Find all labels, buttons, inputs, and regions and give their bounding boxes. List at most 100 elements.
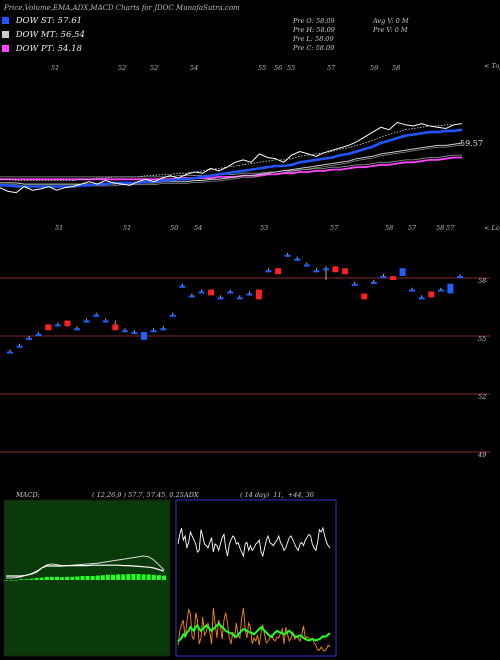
candle-body-4 <box>45 324 52 331</box>
macd-hist-bar-16 <box>85 576 90 580</box>
candle-body-39 <box>380 276 387 279</box>
macd-hist-bar-5 <box>29 578 34 580</box>
macd-hist-bar-25 <box>131 574 136 580</box>
top-label-6: 55 <box>287 64 295 72</box>
chart-title: Price,Volume,EMA,ADX,MACD Charts for JDO… <box>4 4 240 12</box>
candle-body-41 <box>399 268 406 276</box>
candle-body-13 <box>131 332 138 335</box>
macd-panel <box>3 499 171 657</box>
candle-body-15 <box>150 330 157 333</box>
bottom-label-6: 58 <box>385 224 393 232</box>
candle-body-9 <box>93 314 100 317</box>
legend-dow-pt: DOW PT: 54.18 <box>2 44 82 54</box>
macd-hist-bar-23 <box>121 574 126 580</box>
adx-params: ( 14 day) 11, +44, 36 <box>240 491 314 499</box>
candle-body-22 <box>217 297 224 300</box>
top-label-7: 57 <box>327 64 336 72</box>
candle-body-45 <box>437 289 444 292</box>
adx-plus-di-line <box>177 607 331 652</box>
top-label-4: 55 <box>258 64 266 72</box>
macd-hist-bar-29 <box>151 574 156 580</box>
macd-hist-bar-24 <box>126 574 131 580</box>
top-label-2: 52 <box>150 64 158 72</box>
candle-body-47 <box>457 276 463 279</box>
candle-body-25 <box>246 293 253 296</box>
legend-swatch-dow-mt <box>2 31 9 38</box>
bottom-label-9: 57 <box>446 224 455 232</box>
candle-body-31 <box>303 264 310 267</box>
ohlc-open: Pre O: 58.09 <box>293 17 335 25</box>
macd-line <box>6 564 165 577</box>
ema-price-label: 59.57 <box>460 139 483 148</box>
lows-corner-label: < Lows <box>484 224 500 232</box>
candle-body-43 <box>418 297 425 300</box>
macd-hist-bar-12 <box>65 576 70 580</box>
macd-hist-bar-31 <box>162 575 166 580</box>
macd-hist-bar-6 <box>34 578 39 580</box>
ema-line-price <box>0 121 463 194</box>
candle-body-20 <box>198 291 205 294</box>
candle-body-16 <box>160 328 167 331</box>
macd-hist-bar-4 <box>24 579 29 580</box>
top-label-0: 51 <box>51 64 59 72</box>
price-tick-0: 58 <box>478 277 486 285</box>
bottom-label-7: 57 <box>408 224 417 232</box>
macd-hist-bar-28 <box>146 574 151 580</box>
macd-label: MACD: <box>16 491 40 499</box>
legend-label-dow-mt: DOW MT: 56.54 <box>15 30 85 40</box>
candle-body-36 <box>351 283 358 286</box>
ema-band-line-2 <box>0 154 462 178</box>
macd-params: ( 12,26,9 ) 57.7, 57.45, 0.25 <box>92 491 184 499</box>
candle-body-3 <box>35 334 42 337</box>
top-label-8: 59 <box>370 64 378 72</box>
candle-body-1 <box>16 345 23 348</box>
bottom-label-3: 54 <box>194 224 202 232</box>
candle-body-10 <box>102 320 109 323</box>
candle-body-23 <box>227 291 234 294</box>
candle-body-5 <box>54 324 61 327</box>
candle-body-29 <box>284 254 291 257</box>
price-tick-3: 49 <box>477 451 486 459</box>
candle-body-37 <box>361 293 368 300</box>
candle-body-0 <box>7 351 13 354</box>
macd-hist-bar-13 <box>70 576 75 580</box>
adx-minus-di-line <box>177 526 331 558</box>
candle-body-11 <box>112 324 119 331</box>
candle-body-32 <box>313 270 320 273</box>
legend-dow-st: DOW ST: 57.61 <box>2 16 82 26</box>
macd-hist-bar-7 <box>39 577 44 580</box>
candle-body-12 <box>121 330 128 333</box>
bottom-label-0: 51 <box>55 224 63 232</box>
adx-panel <box>175 499 337 657</box>
macd-hist-bar-0 <box>4 580 8 581</box>
top-label-3: 54 <box>190 64 198 72</box>
macd-hist-bar-10 <box>55 576 59 580</box>
candle-body-34 <box>332 266 339 273</box>
macd-hist-bar-27 <box>141 574 146 580</box>
candle-body-30 <box>294 258 301 261</box>
candle-body-35 <box>342 268 349 275</box>
candle-body-38 <box>370 281 377 284</box>
macd-hist-bar-26 <box>136 574 141 580</box>
macd-hist-bar-2 <box>14 580 19 581</box>
candle-body-27 <box>265 270 272 273</box>
bottom-label-1: 51 <box>123 224 131 232</box>
ohlc-pre-volume: Pre V: 0 M <box>373 26 408 34</box>
macd-hist-bar-11 <box>60 577 65 580</box>
adx-line <box>177 622 331 643</box>
legend-swatch-dow-pt <box>2 45 9 52</box>
candle-body-42 <box>409 289 416 292</box>
candle-body-46 <box>447 283 454 294</box>
candle-body-21 <box>208 289 215 296</box>
top-label-1: 52 <box>118 64 126 72</box>
bottom-label-5: 57 <box>330 224 339 232</box>
macd-hist-bar-9 <box>49 576 54 580</box>
macd-hist-bar-30 <box>156 575 161 580</box>
bottom-label-8: 58 <box>436 224 444 232</box>
price-panel: 58 55 52 49 <box>0 252 490 459</box>
candle-body-26 <box>255 289 262 300</box>
legend-label-dow-st: DOW ST: 57.61 <box>15 16 83 26</box>
candle-body-2 <box>26 337 33 340</box>
